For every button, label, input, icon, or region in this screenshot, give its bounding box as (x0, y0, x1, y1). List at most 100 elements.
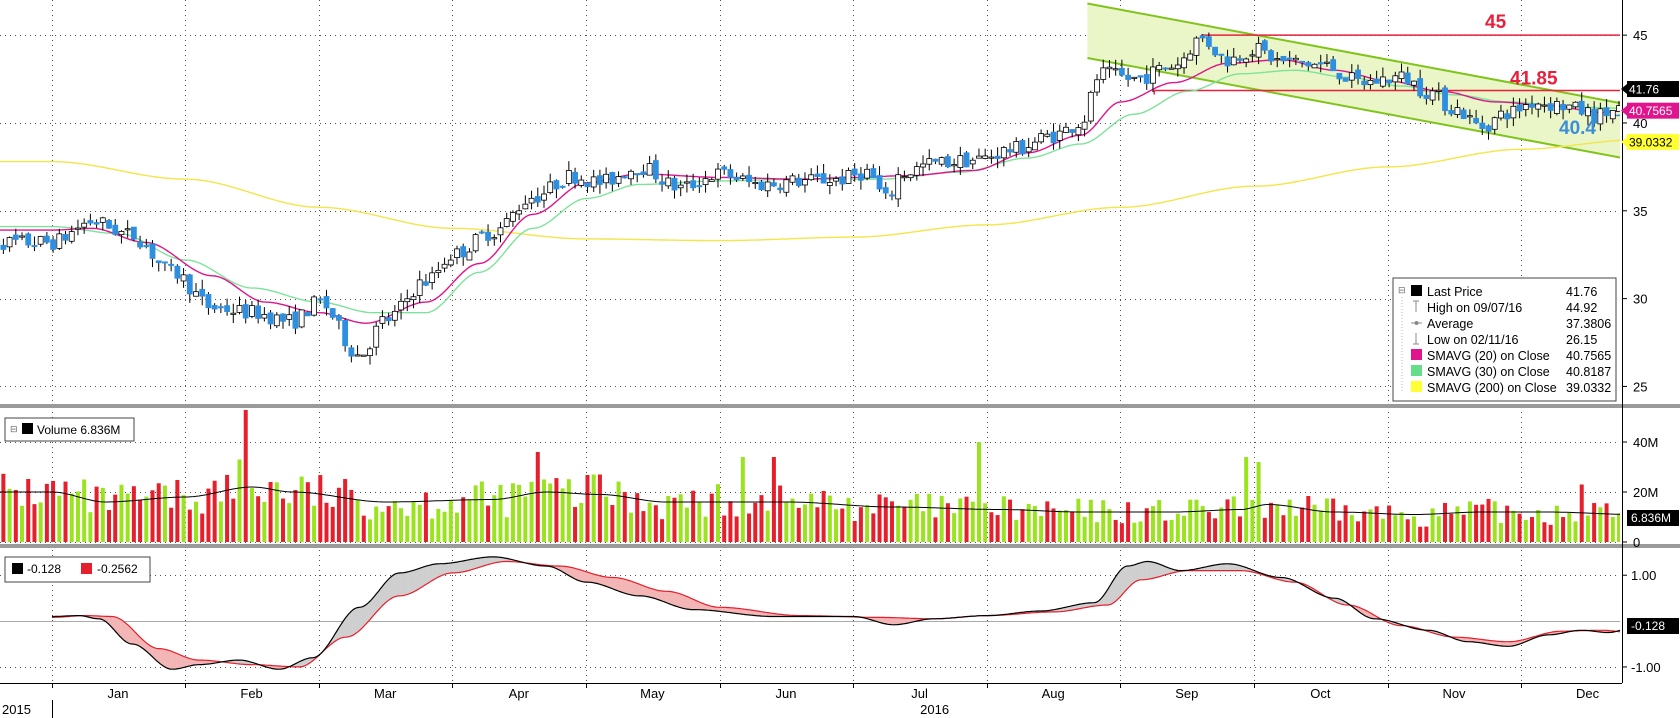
legend-item[interactable]: SMAVG (30) on Close 40.8187 (1411, 365, 1611, 379)
volume-bar (1349, 515, 1354, 542)
volume-y-axis: 0 20M 40M (1622, 435, 1658, 550)
volume-bar (983, 503, 988, 542)
volume-bar (933, 517, 938, 542)
candle-body (659, 181, 665, 185)
candle-body (1448, 110, 1455, 115)
volume-bar (367, 519, 372, 542)
candle-body (1069, 129, 1076, 133)
legend-item[interactable]: Last Price 41.76 (1411, 285, 1597, 299)
volume-bar (604, 496, 609, 542)
candle-body (584, 182, 591, 188)
volume-y-tick-label: 40M (1633, 435, 1658, 450)
legend-item[interactable]: High on 09/07/16 44.92 (1413, 300, 1597, 315)
oscillator-legend-main: -0.128 (27, 562, 61, 576)
volume-bar (423, 492, 428, 542)
volume-bar (1032, 506, 1037, 542)
candle-body (932, 158, 939, 162)
volume-legend[interactable]: ⊟ Volume 6.836M (4, 417, 135, 442)
legend-item[interactable]: Low on 02/11/16 26.15 (1413, 333, 1597, 347)
volume-legend-swatch (22, 423, 33, 434)
volume-bar (1057, 510, 1062, 542)
volume-bar (840, 508, 845, 542)
candle-body (1317, 62, 1324, 65)
volume-bar (1194, 499, 1199, 542)
oscillator-fill-slice (420, 566, 425, 589)
candle-body (404, 298, 411, 303)
volume-bar (1610, 516, 1615, 542)
month-label: Dec (1576, 686, 1600, 701)
legend-item[interactable]: SMAVG (20) on Close 40.7565 (1411, 349, 1611, 363)
candle-body (1522, 104, 1529, 111)
volume-bar (1368, 509, 1373, 542)
volume-bar (1573, 521, 1578, 542)
volume-bar (1380, 518, 1385, 542)
volume-bar (305, 482, 310, 542)
candle-body (336, 315, 342, 321)
oscillator-fill-slice (408, 570, 413, 595)
volume-bar (38, 502, 43, 542)
candle-body (727, 169, 734, 178)
candle-body (1274, 58, 1281, 61)
separator-price-volume[interactable] (0, 404, 1680, 408)
oscillator-fill-slice (164, 648, 169, 669)
candle-body (62, 234, 69, 241)
volume-bar (26, 479, 31, 542)
candle-body (957, 155, 964, 168)
volume-y-tick-label: 20M (1633, 485, 1658, 500)
volume-bar (529, 481, 534, 542)
volume-bar (69, 493, 74, 542)
volume-bar (1163, 520, 1168, 542)
legend-value: 26.15 (1566, 333, 1597, 347)
candle-body (1075, 127, 1082, 136)
volume-bar (212, 480, 217, 542)
volume-bar (1119, 523, 1124, 542)
candle-body (37, 236, 44, 245)
candle-body (994, 155, 1001, 159)
candle-body (882, 187, 889, 194)
candle-body (1000, 147, 1007, 159)
legend-item[interactable]: Average 37.3806 (1411, 317, 1611, 331)
candle-body (1100, 67, 1107, 80)
candle-body (1578, 100, 1585, 115)
volume-bar (796, 507, 801, 542)
oscillator-fill-slice (620, 578, 626, 594)
candle-body (385, 317, 392, 322)
candle-body (423, 281, 429, 286)
volume-last-tag: 6.836M (1627, 510, 1679, 526)
candle-body (472, 234, 479, 252)
oscillator-legend[interactable]: -0.128 -0.2562 (4, 556, 151, 583)
candle-body (1156, 65, 1163, 71)
candle-body (1305, 62, 1312, 67)
legend-item[interactable]: SMAVG (200) on Close 39.0332 (1411, 381, 1611, 395)
candle-body (155, 260, 162, 264)
legend-collapse-icon[interactable]: ⊟ (10, 424, 18, 434)
candle-body (56, 233, 63, 249)
volume-bar (100, 487, 105, 542)
candle-body (124, 228, 131, 231)
candle-body (976, 155, 982, 159)
legend-value: 41.76 (1566, 285, 1597, 299)
price-tag-pointer (1621, 136, 1627, 147)
volume-bar (958, 498, 963, 542)
month-label: Aug (1042, 686, 1065, 701)
candle-body (304, 312, 311, 317)
price-legend[interactable]: Last Price 41.76 High on 09/07/16 44.92 Aver… (1392, 277, 1617, 402)
candle-body (1118, 67, 1125, 76)
month-label: Jun (776, 686, 797, 701)
volume-bar (225, 474, 230, 542)
volume-bar (175, 479, 180, 542)
candle-body (373, 325, 380, 348)
volume-bar (268, 482, 273, 542)
level-label-41-85: 41.85 (1510, 68, 1558, 89)
volume-bar (523, 496, 528, 542)
volume-bar (1126, 502, 1131, 542)
volume-bar (281, 498, 286, 542)
price-legend-collapse-icon[interactable]: ⊟ (1398, 285, 1406, 295)
separator-volume-oscillator[interactable] (0, 544, 1680, 548)
candle-body (826, 182, 833, 186)
oscillator-fill-slice (448, 562, 453, 574)
volume-bar (1188, 499, 1193, 542)
volume-bar (1492, 501, 1497, 542)
volume-bar (293, 490, 298, 542)
